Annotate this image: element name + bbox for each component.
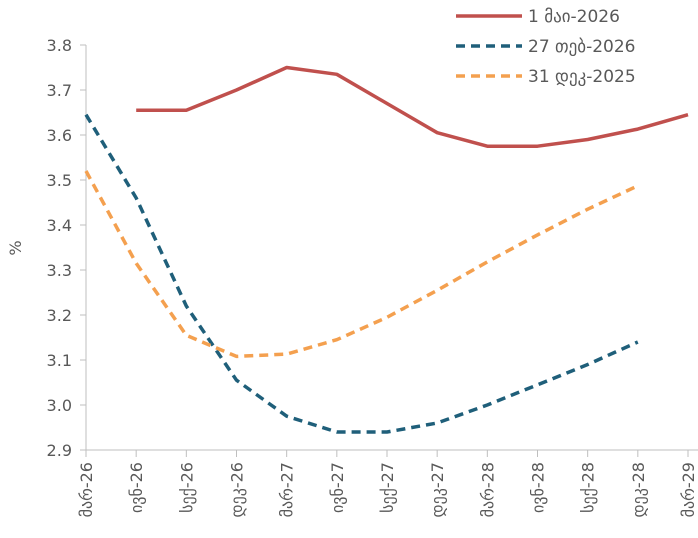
x-tick-label: სექ-27	[378, 462, 397, 513]
y-tick-label: 3.6	[47, 126, 72, 145]
y-tick-label: 3.7	[47, 81, 72, 100]
x-tick-label: მარ-28	[478, 462, 497, 517]
y-axis-label: %	[6, 240, 25, 255]
y-tick-label: 2.9	[47, 441, 72, 460]
plot-area: 2.9 3.0 3.1 3.2 3.3 3.4 3.5 3.6 3.7 3.8 მარ-26 ივნ-…	[47, 36, 698, 518]
y-tick-label: 3.2	[47, 306, 72, 325]
x-tick-label: სექ-26	[177, 462, 196, 513]
y-tick-label: 3.8	[47, 36, 72, 55]
x-tick-label: მარ-26	[77, 462, 96, 517]
x-tick-label: ივნ-26	[127, 462, 146, 513]
x-tick-label: სექ-28	[579, 462, 598, 513]
series-line-3	[84, 170, 639, 359]
legend: 1 მაი-2026 27 თებ-2026 31 დეკ-2025	[456, 7, 636, 87]
y-tick-label: 3.3	[47, 261, 72, 280]
y-tick-label: 3.0	[47, 396, 72, 415]
y-tick-label: 3.4	[47, 216, 72, 235]
x-tick-label: ივნ-28	[529, 462, 548, 513]
legend-label-3: 31 დეკ-2025	[528, 67, 636, 87]
x-tick-label: დეკ-27	[428, 462, 447, 518]
y-tick-label: 3.5	[47, 171, 72, 190]
x-tick-label: ივნ-27	[328, 462, 347, 513]
x-tick-label: დეკ-26	[228, 462, 247, 518]
x-tick-label: მარ-27	[278, 462, 297, 517]
series-line-2	[84, 113, 639, 434]
y-tick-label: 3.1	[47, 351, 72, 370]
x-tick-label: მარ-29	[679, 462, 698, 517]
series-line-1	[136, 65, 689, 148]
legend-label-1: 1 მაი-2026	[528, 7, 620, 27]
x-tick-label: დეკ-28	[629, 462, 648, 518]
legend-label-2: 27 თებ-2026	[528, 37, 635, 57]
